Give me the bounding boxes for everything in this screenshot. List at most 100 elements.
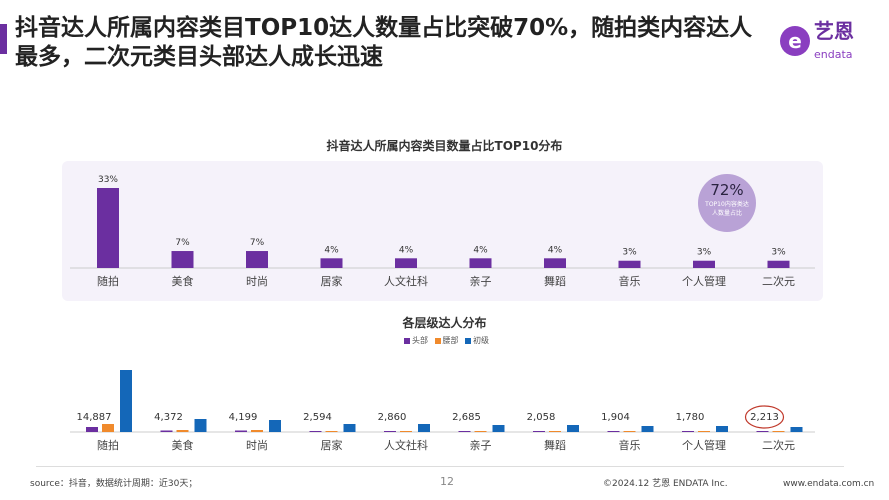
- highlight-circle: [744, 405, 785, 429]
- chart2-bar-head: [384, 431, 396, 432]
- chart2-bar-waist: [623, 431, 636, 432]
- chart1-bar: [693, 260, 715, 268]
- legend-swatch-waist: [434, 337, 441, 344]
- chart1-value-label: 33%: [98, 175, 118, 185]
- chart1-category-label: 随拍: [97, 274, 119, 288]
- chart2-value-label: 2,058: [527, 412, 556, 423]
- chart2-bar-head: [86, 427, 98, 432]
- logo-cn: 艺恩: [814, 19, 854, 43]
- chart1-bar: [767, 260, 790, 268]
- chart2-bar-head: [756, 431, 769, 432]
- chart2-bar-head: [309, 431, 322, 432]
- chart2-bar-junior: [790, 427, 803, 432]
- chart2-value-label: 2,213: [750, 412, 779, 423]
- chart1-category-label: 居家: [321, 274, 343, 288]
- chart2-bar-waist: [698, 431, 710, 432]
- chart2-bar-junior: [492, 425, 505, 432]
- chart1-bar: [395, 258, 417, 268]
- chart2-bar-junior: [418, 424, 430, 432]
- chart2-bar-head: [458, 431, 471, 432]
- chart1-value-label: 3%: [622, 248, 637, 258]
- chart1-value-label: 4%: [548, 245, 563, 255]
- chart1-bar: [171, 251, 194, 268]
- chart1-bar: [544, 258, 566, 268]
- chart2-bar-waist: [102, 424, 114, 432]
- chart2-bar-junior: [120, 370, 132, 432]
- chart1-svg: 33% 随拍 7% 美食 7% 时尚 4% 居家 4% 人文社科 4% 亲子 4% 舞蹈 3% 音乐 3% 个人管…: [70, 175, 815, 288]
- chart2-bar-waist: [251, 430, 263, 432]
- chart2-bar-head: [160, 430, 173, 432]
- chart2-bar-head: [682, 431, 694, 432]
- chart2-category-label: 居家: [321, 438, 343, 452]
- title-accent-bar: [0, 24, 7, 54]
- legend-junior: 初级: [473, 336, 490, 345]
- chart2-legend: 头部 腰部 初级: [0, 336, 889, 346]
- chart2-value-label: 1,780: [676, 412, 705, 423]
- chart1-category-label: 个人管理: [682, 274, 726, 288]
- chart2-category-label: 二次元: [762, 438, 795, 452]
- chart2-bar-junior: [567, 425, 579, 432]
- chart1-category-label: 音乐: [619, 274, 641, 288]
- chart2-bar-waist: [474, 431, 487, 432]
- chart2-category-label: 美食: [172, 438, 194, 452]
- chart2-category-label: 音乐: [619, 438, 641, 452]
- legend-swatch-junior: [465, 337, 472, 344]
- chart2-bar-waist: [772, 431, 785, 432]
- chart2-bar-waist: [325, 431, 338, 432]
- chart2-category-label: 时尚: [246, 438, 268, 452]
- copyright: ©2024.12 艺恩 ENDATA Inc.: [603, 479, 728, 489]
- chart2-value-label: 2,594: [303, 412, 332, 423]
- chart2-bar-junior: [641, 426, 654, 432]
- chart1-bar: [469, 258, 492, 268]
- chart2-bar-junior: [716, 426, 728, 432]
- page-title: 抖音达人所属内容类目TOP10达人数量占比突破70%，随拍类内容达人最多，二次元…: [15, 15, 753, 70]
- chart2-category-label: 亲子: [470, 438, 492, 452]
- top10-share-label: TOP10内容类达人数量占比: [705, 201, 749, 217]
- source-note: source：抖音，数据统计周期：近30天；: [30, 479, 198, 489]
- chart2-bar-waist: [400, 431, 412, 432]
- chart1-bar: [618, 260, 641, 268]
- top10-share-bubble: 72% TOP10内容类达人数量占比: [698, 174, 756, 232]
- chart2-value-label: 2,685: [452, 412, 481, 423]
- chart2-bar-waist: [549, 431, 561, 432]
- chart2-bar-head: [235, 430, 247, 432]
- chart1-panel: [62, 161, 823, 301]
- chart2-category-label: 随拍: [97, 438, 119, 452]
- chart1-category-label: 美食: [172, 274, 194, 288]
- chart2-value-label: 4,372: [154, 412, 183, 423]
- chart2-value-label: 1,904: [601, 412, 630, 423]
- website: www.endata.com.cn: [783, 479, 875, 489]
- chart2-svg: 14,887 随拍 4,372 美食 4,199 时尚 2,594 居家 2,860 人文社科 2,…: [70, 370, 815, 452]
- chart1-value-label: 4%: [324, 245, 339, 255]
- chart2-bar-junior: [343, 424, 356, 432]
- chart1-bar: [320, 258, 343, 268]
- chart1-value-label: 7%: [175, 238, 190, 248]
- logo-en: endata: [814, 48, 853, 61]
- legend-swatch-head: [403, 337, 410, 344]
- page-number: 12: [440, 475, 454, 488]
- chart1-bar: [246, 251, 268, 268]
- chart2-category-label: 人文社科: [384, 438, 428, 452]
- chart1-value-label: 7%: [250, 238, 265, 248]
- chart1-category-label: 亲子: [470, 274, 492, 288]
- legend-head: 头部: [411, 336, 428, 345]
- footer-divider: [36, 466, 844, 467]
- chart2-bar-head: [607, 431, 620, 432]
- chart2-title: 各层级达人分布: [402, 316, 487, 330]
- chart2-value-label: 4,199: [229, 412, 258, 423]
- logo-icon: e: [780, 26, 810, 56]
- chart2-category-label: 舞蹈: [544, 439, 566, 452]
- chart1-category-label: 人文社科: [384, 274, 428, 288]
- legend-waist: 腰部: [442, 336, 459, 345]
- top10-share-value: 72%: [710, 181, 744, 199]
- chart1-value-label: 4%: [473, 245, 488, 255]
- chart2-bar-junior: [269, 420, 281, 432]
- chart2-category-label: 个人管理: [682, 438, 726, 452]
- chart2-bar-waist: [176, 430, 189, 432]
- chart2-value-label: 14,887: [77, 412, 112, 423]
- chart1-category-label: 舞蹈: [544, 275, 566, 288]
- chart2-bar-head: [533, 431, 545, 432]
- chart1-value-label: 3%: [697, 248, 712, 258]
- chart1-category-label: 时尚: [246, 274, 268, 288]
- chart2-bar-junior: [194, 419, 207, 432]
